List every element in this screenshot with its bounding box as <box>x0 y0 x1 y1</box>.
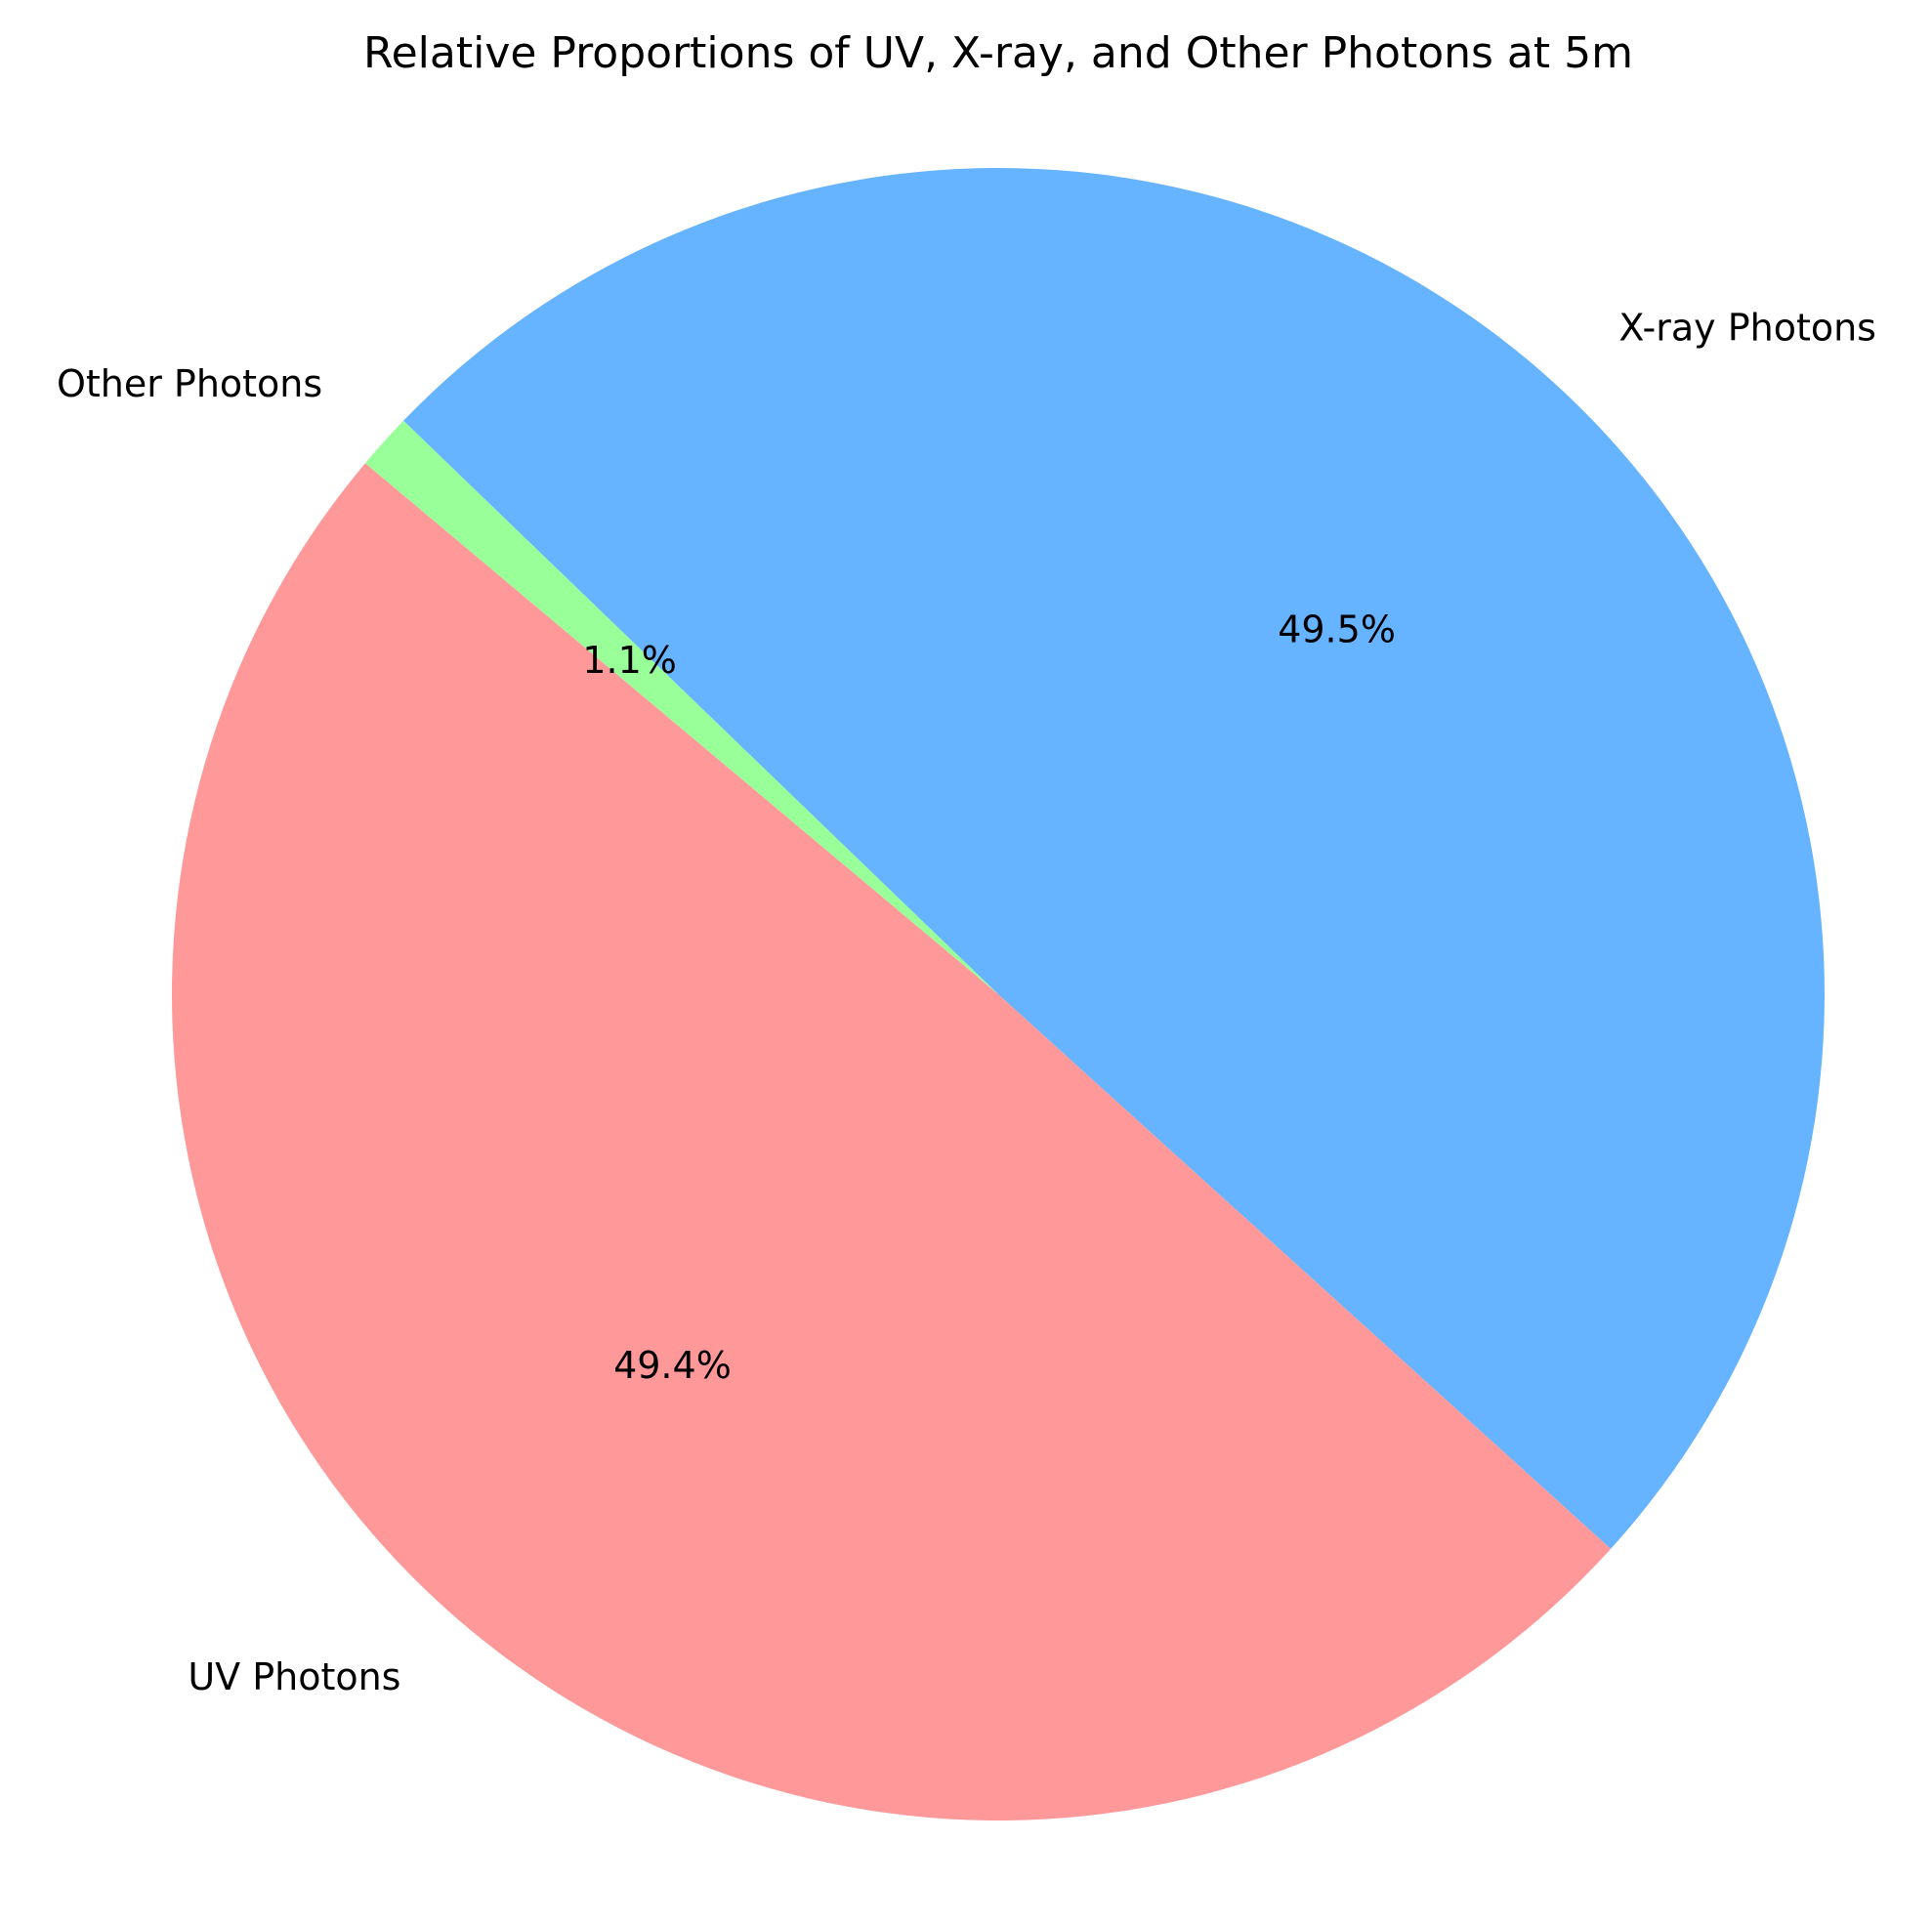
slice-percent-uv-photons: 49.4% <box>613 1344 732 1387</box>
slice-label-other-photons: Other Photons <box>57 362 322 405</box>
chart-title: Relative Proportions of UV, X-ray, and O… <box>363 28 1633 78</box>
pie-slices <box>171 167 1826 1821</box>
pie-labels: UV Photons 49.4% X-ray Photons 49.5% Other P… <box>57 307 1876 1698</box>
pie-slice-uv-photons <box>171 463 1612 1821</box>
slice-percent-x-ray-photons: 49.5% <box>1278 608 1396 651</box>
slice-percent-other-photons: 1.1% <box>582 639 677 682</box>
pie-slice-x-ray-photons <box>403 167 1826 1549</box>
pie-slice-other-photons <box>364 420 998 994</box>
slice-label-uv-photons: UV Photons <box>188 1655 400 1698</box>
slice-label-x-ray-photons: X-ray Photons <box>1618 307 1876 350</box>
